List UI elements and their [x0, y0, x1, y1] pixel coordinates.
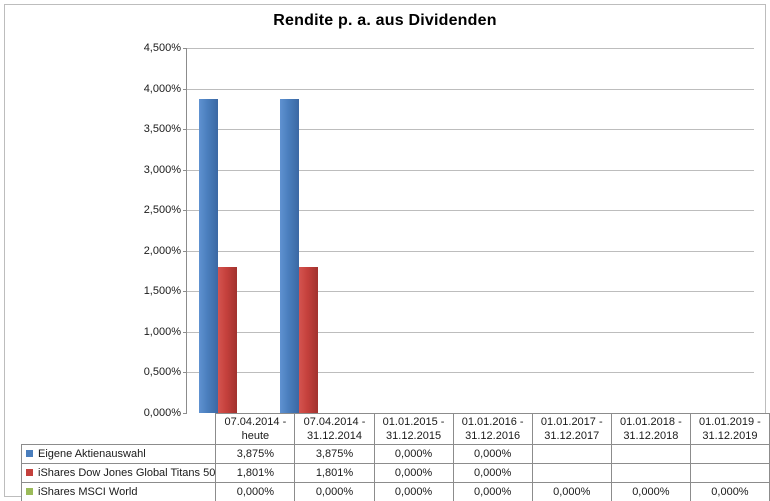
y-axis-tick-label: 4,000% — [143, 82, 181, 95]
y-axis-tick-mark — [183, 170, 187, 171]
value-cell: 1,801% — [294, 463, 375, 483]
y-axis-tick-mark — [183, 89, 187, 90]
category-header-cell: 01.01.2016 - 31.12.2016 — [452, 413, 533, 445]
series-name: iShares Dow Jones Global Titans 50 — [38, 467, 216, 479]
series-name-cell: iShares Dow Jones Global Titans 50 — [20, 463, 217, 483]
value-cell — [531, 463, 612, 483]
value-cell: 0,000% — [373, 463, 454, 483]
value-cell: 0,000% — [531, 482, 612, 501]
series-name-cell: Eigene Aktienauswahl — [20, 444, 217, 464]
series-name: iShares MSCI World — [38, 486, 138, 498]
value-cell — [610, 463, 691, 483]
bar-eigene-aktienauswahl — [280, 98, 299, 413]
value-cell — [689, 463, 770, 483]
value-cell: 1,801% — [215, 463, 296, 483]
category-header-cell: 01.01.2015 - 31.12.2015 — [373, 413, 454, 445]
y-axis-tick-label: 1,000% — [143, 325, 181, 338]
table-corner-cell — [22, 414, 216, 445]
gridline — [187, 48, 754, 49]
y-axis-tick-label: 3,500% — [143, 123, 181, 136]
value-cell: 0,000% — [689, 482, 770, 501]
gridline — [187, 372, 754, 373]
legend-swatch-icon — [26, 450, 33, 457]
y-axis-tick-label: 4,500% — [143, 42, 181, 54]
value-cell — [689, 444, 770, 464]
y-axis-tick-mark — [183, 291, 187, 292]
table-row: iShares Dow Jones Global Titans 50 1,801%… — [20, 463, 770, 483]
gridline — [187, 251, 754, 252]
gridline — [187, 89, 754, 90]
y-axis-tick-label: 2,000% — [143, 244, 181, 257]
y-axis-tick-mark — [183, 413, 187, 414]
y-axis-tick-mark — [183, 48, 187, 49]
value-cell — [531, 444, 612, 464]
category-header-cell: 07.04.2014 - heute — [215, 413, 296, 445]
y-axis-tick-label: 2,500% — [143, 204, 181, 217]
y-axis-tick-label: 1,500% — [143, 285, 181, 298]
y-axis-tick-label: 0,000% — [143, 407, 181, 419]
y-axis-line — [186, 48, 187, 413]
value-cell: 0,000% — [215, 482, 296, 501]
y-axis-tick-label: 3,000% — [143, 163, 181, 176]
value-cell: 0,000% — [294, 482, 375, 501]
category-header-cell: 01.01.2018 - 31.12.2018 — [610, 413, 691, 445]
bar-ishares-dow-jones-global-titans-50 — [299, 266, 318, 413]
data-table-container: 07.04.2014 - heute 07.04.2014 - 31.12.201… — [20, 413, 770, 501]
bar-ishares-dow-jones-global-titans-50 — [218, 266, 237, 413]
value-cell: 0,000% — [452, 463, 533, 483]
legend-swatch-icon — [26, 469, 33, 476]
series-name-cell: iShares MSCI World — [20, 482, 217, 501]
y-axis-tick-mark — [183, 251, 187, 252]
gridline — [187, 332, 754, 333]
data-table: 07.04.2014 - heute 07.04.2014 - 31.12.201… — [20, 413, 770, 501]
gridline — [187, 170, 754, 171]
value-cell: 3,875% — [294, 444, 375, 464]
bar-eigene-aktienauswahl — [199, 98, 218, 413]
gridline — [187, 291, 754, 292]
value-cell: 0,000% — [373, 444, 454, 464]
chart-title: Rendite p. a. aus Dividenden — [273, 12, 497, 29]
legend-swatch-icon — [26, 488, 33, 495]
series-name: Eigene Aktienauswahl — [38, 448, 146, 460]
y-axis-tick-mark — [183, 129, 187, 130]
y-axis-tick-label: 0,500% — [143, 366, 181, 379]
value-cell: 0,000% — [610, 482, 691, 501]
category-header-cell: 07.04.2014 - 31.12.2014 — [294, 413, 375, 445]
gridline — [187, 210, 754, 211]
gridline — [187, 129, 754, 130]
value-cell — [610, 444, 691, 464]
table-row: Eigene Aktienauswahl 3,875% 3,875% 0,000% 0,… — [20, 444, 770, 464]
table-row: iShares MSCI World 0,000% 0,000% 0,000% 0,00… — [20, 482, 770, 501]
value-cell: 3,875% — [215, 444, 296, 464]
y-axis-tick-mark — [183, 332, 187, 333]
value-cell: 0,000% — [452, 482, 533, 501]
y-axis-tick-mark — [183, 372, 187, 373]
y-axis-tick-mark — [183, 210, 187, 211]
category-header-cell: 01.01.2019 - 31.12.2019 — [689, 413, 770, 445]
value-cell: 0,000% — [373, 482, 454, 501]
category-header-cell: 01.01.2017 - 31.12.2017 — [531, 413, 612, 445]
value-cell: 0,000% — [452, 444, 533, 464]
